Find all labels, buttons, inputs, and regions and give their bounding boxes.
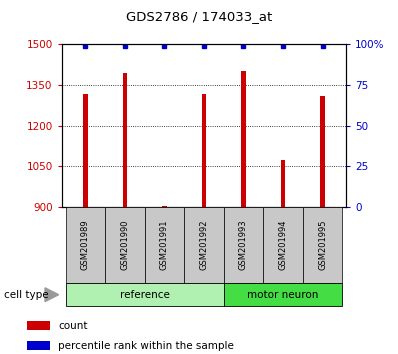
Text: GSM201990: GSM201990: [121, 220, 129, 270]
Bar: [202, 94, 206, 207]
Bar: [83, 94, 88, 207]
Text: GDS2786 / 174033_at: GDS2786 / 174033_at: [126, 10, 272, 23]
Bar: [241, 72, 246, 207]
Text: percentile rank within the sample: percentile rank within the sample: [58, 341, 234, 351]
Bar: [303, 207, 342, 283]
Bar: [27, 341, 50, 350]
Bar: [66, 207, 105, 283]
Text: reference: reference: [120, 290, 170, 300]
Bar: [184, 207, 224, 283]
Text: motor neuron: motor neuron: [247, 290, 319, 300]
Text: GSM201995: GSM201995: [318, 220, 327, 270]
Text: count: count: [58, 321, 88, 331]
Bar: [105, 207, 145, 283]
Text: GSM201991: GSM201991: [160, 220, 169, 270]
Bar: [27, 321, 50, 330]
Bar: [123, 73, 127, 207]
Text: cell type: cell type: [4, 290, 49, 300]
Bar: [281, 160, 285, 207]
Text: GSM201994: GSM201994: [279, 220, 287, 270]
Text: GSM201989: GSM201989: [81, 220, 90, 270]
Bar: [66, 283, 224, 306]
Text: GSM201993: GSM201993: [239, 220, 248, 270]
Bar: [162, 206, 167, 207]
Bar: [320, 96, 325, 207]
Bar: [224, 207, 263, 283]
Polygon shape: [45, 288, 59, 302]
Bar: [224, 283, 342, 306]
Bar: [145, 207, 184, 283]
Text: GSM201992: GSM201992: [199, 220, 209, 270]
Bar: [263, 207, 303, 283]
